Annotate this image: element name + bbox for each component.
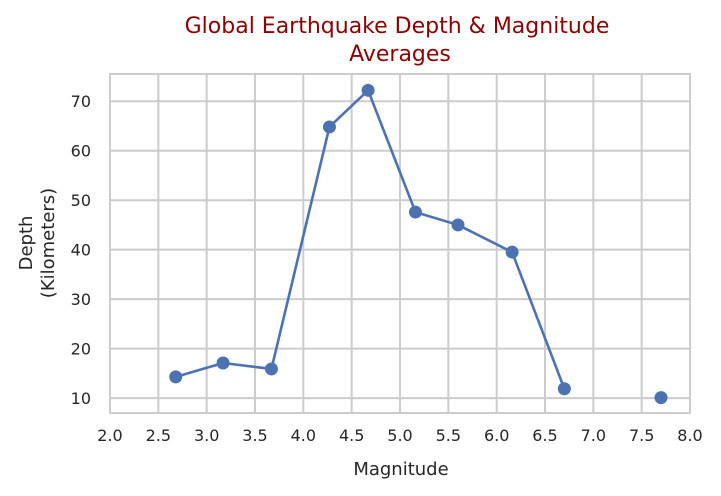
y-tick-label: 20 [71, 340, 91, 359]
series-layer [169, 83, 668, 405]
x-tick-label: 4.0 [291, 426, 316, 445]
data-point [557, 382, 571, 396]
y-axis-label-line-2: (Kilometers) [38, 188, 59, 298]
x-tick-label: 2.5 [146, 426, 171, 445]
x-tick-label: 2.0 [97, 426, 122, 445]
chart-title-line-2: Averages [349, 42, 451, 67]
chart-title-line-1: Global Earthquake Depth & Magnitude [185, 14, 610, 39]
x-tick-label: 3.5 [242, 426, 267, 445]
data-point [654, 391, 668, 405]
y-tick-label: 70 [71, 92, 91, 111]
grid [109, 74, 691, 413]
x-tick-label: 8.0 [677, 426, 702, 445]
y-tick-labels: 10 20 30 40 50 60 70 [71, 92, 91, 408]
data-point [264, 362, 278, 376]
y-tick-label: 40 [71, 241, 91, 260]
x-tick-label: 6.5 [532, 426, 557, 445]
data-point [322, 120, 336, 134]
data-point [408, 205, 422, 219]
data-point [169, 370, 183, 384]
data-point [505, 245, 519, 259]
data-point [216, 356, 230, 370]
x-tick-labels: 2.0 2.5 3.0 3.5 4.0 4.5 5.0 5.5 6.0 6.5 7.0 7.5 8.0 [97, 426, 702, 445]
series-line [174, 89, 566, 391]
x-axis-label: Magnitude [353, 459, 448, 480]
x-tick-label: 7.5 [629, 426, 654, 445]
plot-frame [109, 73, 691, 414]
y-tick-label: 10 [71, 389, 91, 408]
x-tick-label: 5.0 [387, 426, 412, 445]
y-axis-label-line-1: Depth [16, 216, 37, 271]
y-tick-label: 30 [71, 290, 91, 309]
x-tick-label: 3.0 [194, 426, 219, 445]
data-point [361, 83, 375, 97]
x-tick-label: 5.5 [436, 426, 461, 445]
y-tick-label: 60 [71, 142, 91, 161]
data-point [451, 218, 465, 232]
y-tick-label: 50 [71, 191, 91, 210]
x-tick-label: 6.0 [484, 426, 509, 445]
x-tick-label: 7.0 [581, 426, 606, 445]
x-tick-label: 4.5 [339, 426, 364, 445]
